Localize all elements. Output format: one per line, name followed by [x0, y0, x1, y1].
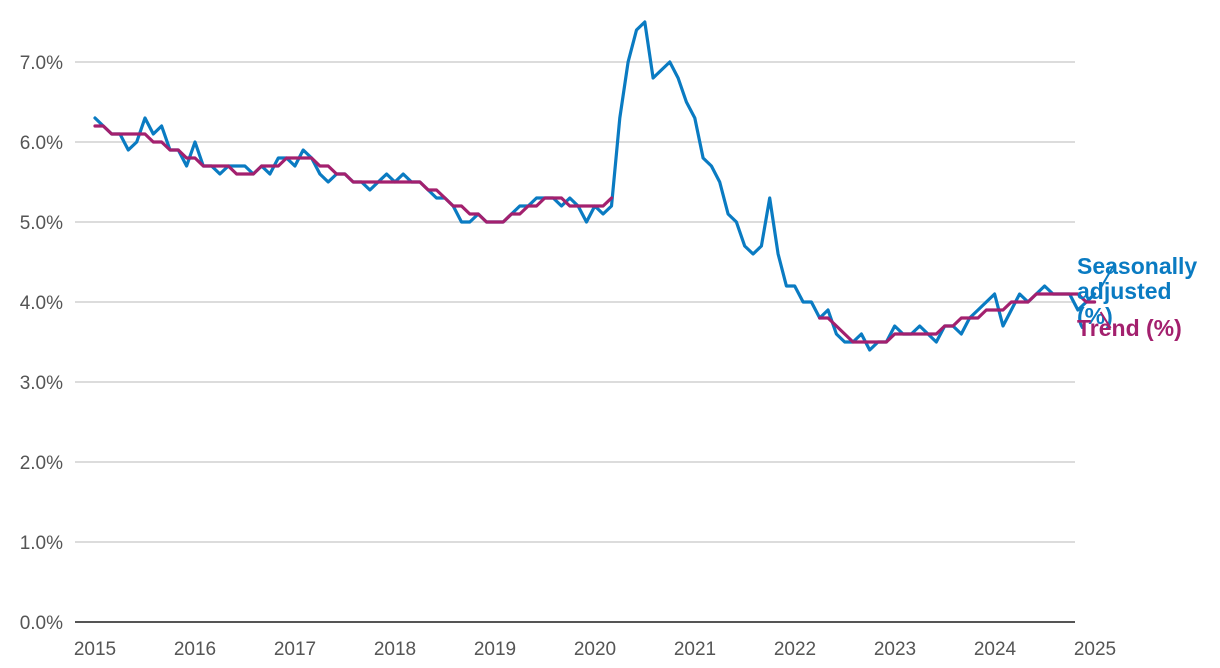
- x-tick-label: 2017: [274, 639, 316, 660]
- seasonally-adjusted-leader-line: [1099, 263, 1116, 289]
- y-tick-label: 7.0%: [20, 53, 63, 74]
- seasonally-adjusted-series-label: Seasonally: [1077, 253, 1197, 279]
- y-tick-label: 4.0%: [20, 293, 63, 314]
- x-tick-label: 2024: [974, 639, 1017, 660]
- series-group: [93, 20, 1097, 352]
- y-tick-label: 1.0%: [20, 533, 63, 554]
- x-tick-label: 2019: [474, 639, 516, 660]
- x-tick-label: 2016: [174, 639, 216, 660]
- y-tick-label: 6.0%: [20, 133, 63, 154]
- x-tick-label: 2015: [74, 639, 116, 660]
- seasonally-adjusted-series-label: adjusted: [1077, 278, 1172, 304]
- x-axis-tick-labels: 2015 2016 2017 2018 2019 2020 2021 2022 2023 2024…: [74, 639, 1116, 660]
- x-tick-label: 2020: [574, 639, 616, 660]
- x-tick-label: 2023: [874, 639, 916, 660]
- trend-series-label: Trend (%): [1077, 315, 1182, 341]
- x-tick-label: 2021: [674, 639, 716, 660]
- grid-lines: [75, 61, 1075, 543]
- seasonally-adjusted-series-line: [93, 20, 1097, 352]
- trend-leader-line: [1099, 311, 1112, 329]
- y-axis-tick-labels: 0.0% 1.0% 2.0% 3.0% 4.0% 5.0% 6.0% 7.0%: [20, 53, 63, 634]
- trend-series-line: [93, 124, 614, 224]
- x-tick-label: 2018: [374, 639, 416, 660]
- x-tick-label: 2025: [1074, 639, 1116, 660]
- x-tick-label: 2022: [774, 639, 816, 660]
- seasonally-adjusted-series-label: (%): [1077, 303, 1113, 329]
- y-tick-label: 0.0%: [20, 613, 63, 634]
- y-tick-label: 2.0%: [20, 453, 63, 474]
- trend-series-line: [818, 292, 1097, 344]
- y-tick-label: 3.0%: [20, 373, 63, 394]
- y-tick-label: 5.0%: [20, 213, 63, 234]
